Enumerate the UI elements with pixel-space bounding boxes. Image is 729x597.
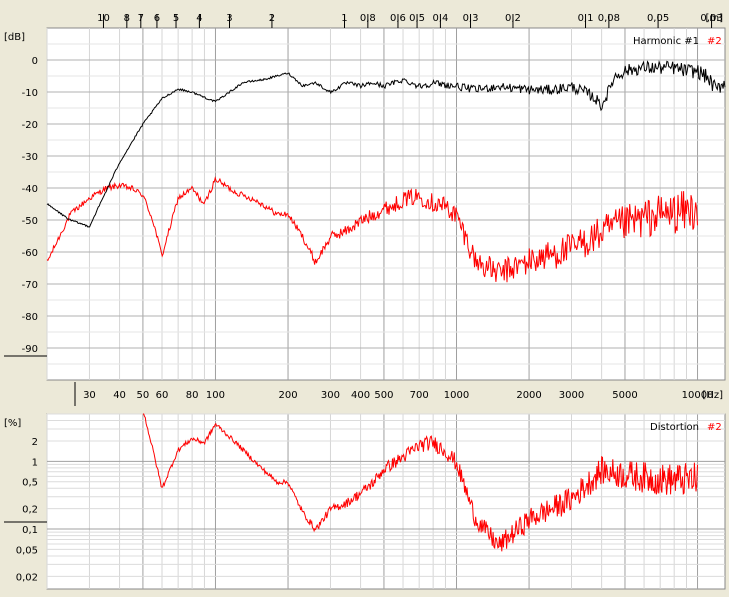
top-axis-tick-label: 6 [154, 13, 160, 24]
top-axis-tick-label: 0,2 [505, 13, 521, 24]
legend-distortion-label: Distortion [650, 422, 699, 433]
x-tick-label: 100 [206, 390, 225, 401]
x-tick-label: 500 [374, 390, 393, 401]
x-tick-label: 1000 [444, 390, 469, 401]
series-line-distortion-2 [142, 413, 698, 552]
x-tick-label: 200 [278, 390, 297, 401]
top-axis-tick-label: 7 [138, 13, 144, 24]
top-axis-tick-label: 5 [173, 13, 179, 24]
x-tick-label: 10000 [682, 390, 714, 401]
y-axis-label-percent: [%] [4, 418, 21, 429]
y-tick-label: -40 [22, 184, 38, 195]
top-axis-tick-label: 3 [226, 13, 232, 24]
y-tick-label: 0,1 [22, 525, 38, 536]
top-axis-tick-label: 8 [124, 13, 130, 24]
top-axis-tick-label: 0,03 [700, 13, 722, 24]
x-tick-label: 3000 [559, 390, 584, 401]
y-tick-label: -80 [22, 312, 38, 323]
top-axis-label-m: [m] [705, 13, 723, 24]
x-axis-label-hz: [Hz] [702, 390, 723, 401]
y-tick-label: 0,2 [22, 505, 38, 516]
top-axis-tick-label: 0,4 [432, 13, 448, 24]
top-axis-tick-label: 4 [196, 13, 202, 24]
y-tick-label: -90 [22, 344, 38, 355]
top-axis-tick-label: 0,6 [390, 13, 406, 24]
x-tick-label: 40 [113, 390, 126, 401]
top-axis-tick-label: 0,3 [463, 13, 479, 24]
y-tick-label: 2 [32, 437, 38, 448]
x-tick-label: 700 [410, 390, 429, 401]
y-tick-label: -70 [22, 280, 38, 291]
legend-distortion-extra: #2 [707, 422, 722, 433]
y-tick-label: 0,02 [16, 572, 38, 583]
x-tick-label: 80 [186, 390, 199, 401]
x-tick-label: 30 [83, 390, 96, 401]
series-line-harmonic-1 [46, 60, 726, 228]
y-tick-label: -30 [22, 152, 38, 163]
top-axis-tick-label: 0,05 [647, 13, 669, 24]
x-tick-label: 60 [156, 390, 169, 401]
legend-harmonic-label: Harmonic #1 [633, 36, 699, 47]
y-tick-label: -60 [22, 248, 38, 259]
top-axis-tick-label: 1 [341, 13, 347, 24]
y-tick-label: -10 [22, 88, 38, 99]
y-tick-label: -50 [22, 216, 38, 227]
x-tick-label: 300 [321, 390, 340, 401]
x-tick-label: 5000 [612, 390, 637, 401]
y-tick-label: -20 [22, 120, 38, 131]
x-tick-label: 2000 [516, 390, 541, 401]
top-axis-tick-label: 10 [97, 13, 110, 24]
y-tick-label: 1 [32, 457, 38, 468]
y-tick-label: 0,5 [22, 478, 38, 489]
x-tick-label: 400 [351, 390, 370, 401]
y-tick-label: 0 [32, 56, 38, 67]
legend-harmonic-extra: #2 [707, 36, 722, 47]
y-axis-label-db: [dB] [4, 32, 25, 43]
top-axis-tick-label: 0,8 [360, 13, 376, 24]
series-line-harmonic-2 [46, 175, 698, 283]
top-axis-tick-label: 0,08 [598, 13, 620, 24]
x-tick-label: 50 [137, 390, 150, 401]
top-axis-tick-label: 0,1 [578, 13, 594, 24]
y-tick-label: 0,05 [16, 545, 38, 556]
top-axis-tick-label: 2 [269, 13, 275, 24]
top-axis-tick-label: 0,5 [409, 13, 425, 24]
plot-area-lower [46, 413, 726, 590]
